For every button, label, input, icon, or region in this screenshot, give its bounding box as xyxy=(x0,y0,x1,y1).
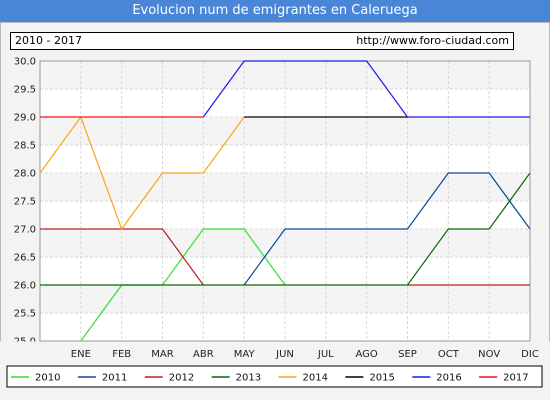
y-tick-label: 25.5 xyxy=(14,309,36,320)
info-box: 2010 - 2017 http://www.foro-ciudad.com xyxy=(10,32,514,50)
y-tick-label: 29.5 xyxy=(14,85,36,96)
plot-band xyxy=(40,61,530,89)
x-tick-label: MAY xyxy=(234,349,256,360)
legend-label-2014: 2014 xyxy=(303,373,328,384)
x-tick-label: MAR xyxy=(151,349,173,360)
series-line-2014 xyxy=(39,116,245,230)
series-line-2016 xyxy=(202,60,530,118)
y-tick-label: 26.0 xyxy=(14,281,36,292)
legend-label-2016: 2016 xyxy=(436,373,461,384)
x-tick-label: NOV xyxy=(478,349,500,360)
legend-label-2015: 2015 xyxy=(369,373,394,384)
y-tick-label: 29.0 xyxy=(14,113,36,124)
y-axis-ticks: 25.025.526.026.527.027.528.028.529.029.5… xyxy=(14,57,36,348)
x-tick-label: JUL xyxy=(317,349,334,360)
chart-title: Evolucion num de emigrantes en Caleruega xyxy=(0,0,550,22)
legend-label-2010: 2010 xyxy=(35,373,60,384)
legend-label-2011: 2011 xyxy=(102,373,127,384)
legend-label-2012: 2012 xyxy=(169,373,194,384)
y-tick-label: 27.0 xyxy=(14,225,36,236)
x-tick-label: AGO xyxy=(356,349,378,360)
legend: 2010 2011 2012 2013 2014 2015 2016 2017 xyxy=(6,365,543,388)
y-tick-label: 27.5 xyxy=(14,197,36,208)
x-axis-label-bg xyxy=(40,342,530,362)
series-line-2011 xyxy=(243,172,531,286)
x-tick-label: DIC xyxy=(521,349,539,360)
y-tick-label: 30.0 xyxy=(14,57,36,68)
x-tick-label: ABR xyxy=(193,349,214,360)
y-tick-label: 28.5 xyxy=(14,141,36,152)
x-tick-label: SEP xyxy=(398,349,417,360)
source-url[interactable]: http://www.foro-ciudad.com xyxy=(356,34,509,47)
y-tick-label: 28.0 xyxy=(14,169,36,180)
legend-box xyxy=(6,365,543,388)
series-line-2013 xyxy=(40,172,531,286)
legend-label-2017: 2017 xyxy=(503,373,528,384)
x-tick-label: JUN xyxy=(275,349,294,360)
x-tick-label: OCT xyxy=(438,349,460,360)
legend-label-2013: 2013 xyxy=(236,373,261,384)
period-label: 2010 - 2017 xyxy=(15,34,82,47)
x-tick-label: FEB xyxy=(112,349,131,360)
y-tick-label: 26.5 xyxy=(14,253,36,264)
x-tick-label: ENE xyxy=(71,349,91,360)
